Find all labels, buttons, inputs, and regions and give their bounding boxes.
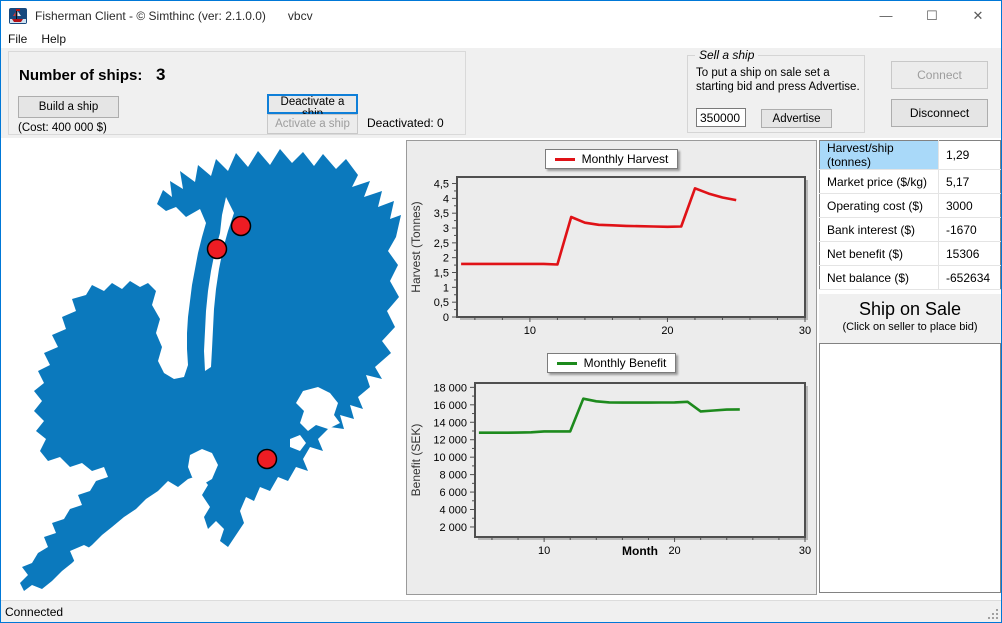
harvest-chart-block: Monthly Harvest 10 20 30 0 0,5 1 1,5 2 2,5 3 3,5 4 4…	[407, 149, 816, 339]
main-area: Monthly Harvest 10 20 30 0 0,5 1 1,5 2 2,5 3 3,5 4 4…	[1, 138, 1001, 600]
stats-table: Harvest/ship (tonnes) 1,29 Market price …	[819, 140, 1001, 290]
svg-text:1,5: 1,5	[434, 268, 449, 280]
deactivated-count-label: Deactivated: 0	[367, 116, 444, 130]
svg-text:10: 10	[524, 325, 536, 337]
ship-on-sale-header: Ship on Sale (Click on seller to place b…	[819, 294, 1001, 343]
chart-panel: Monthly Harvest 10 20 30 0 0,5 1 1,5 2 2,5 3 3,5 4 4…	[406, 140, 817, 595]
benefit-legend-label: Monthly Benefit	[583, 356, 667, 370]
svg-text:0,5: 0,5	[434, 297, 449, 309]
sell-group-title: Sell a ship	[695, 48, 759, 62]
control-strip: Number of ships: 3 Build a ship (Cost: 4…	[1, 48, 1001, 138]
menu-bar: File Help	[1, 30, 1001, 48]
table-row[interactable]: Bank interest ($) -1670	[819, 217, 1001, 242]
benefit-chart-block: Monthly Benefit 10 20 30 2 000 4 000 6 000 8 0…	[407, 353, 816, 587]
island	[70, 545, 96, 565]
svg-text:30: 30	[799, 545, 811, 557]
benefit-chart: 10 20 30 2 000 4 000 6 000 8 000 10 000 12 000 14…	[409, 382, 811, 558]
harvest-legend-label: Monthly Harvest	[581, 152, 669, 166]
sell-instructions: To put a ship on sale set a starting bid…	[696, 66, 860, 94]
status-bar: Connected	[1, 600, 1001, 622]
svg-text:Month: Month	[622, 544, 658, 558]
window-title: Fisherman Client - © Simthinc (ver: 2.1.…	[35, 8, 266, 23]
svg-text:30: 30	[799, 325, 811, 337]
starting-bid-input[interactable]	[696, 108, 746, 127]
maximize-button[interactable]: ☐	[909, 1, 955, 30]
table-row[interactable]: Operating cost ($) 3000	[819, 193, 1001, 218]
svg-text:4,5: 4,5	[434, 179, 449, 191]
deactivate-ship-button[interactable]: Deactivate a ship	[267, 94, 358, 120]
ship-marker[interactable]	[206, 238, 228, 260]
minimize-button[interactable]: —	[863, 1, 909, 30]
svg-text:Harvest (Tonnes): Harvest (Tonnes)	[409, 201, 423, 292]
sell-instruction-line1: To put a ship on sale set a	[696, 67, 830, 79]
island	[188, 449, 218, 485]
harvest-legend-dash	[554, 157, 575, 161]
peninsula	[204, 197, 234, 371]
window-title-suffix: vbcv	[287, 8, 313, 23]
island	[296, 387, 340, 431]
table-row[interactable]: Harvest/ship (tonnes) 1,29	[819, 140, 1001, 170]
title-bar: Fisherman Client - © Simthinc (ver: 2.1.…	[1, 1, 1001, 30]
svg-text:8 000: 8 000	[439, 470, 467, 482]
build-cost-label: (Cost: 400 000 $)	[18, 122, 107, 134]
table-row[interactable]: Market price ($/kg) 5,17	[819, 169, 1001, 194]
connection-status: Connected	[5, 604, 64, 619]
sell-ship-group: Sell a ship To put a ship on sale set a …	[687, 48, 865, 133]
svg-text:16 000: 16 000	[433, 400, 467, 412]
svg-text:10 000: 10 000	[433, 452, 467, 464]
svg-text:2 000: 2 000	[439, 522, 467, 534]
number-of-ships-value: 3	[156, 65, 166, 84]
connect-button[interactable]: Connect	[891, 61, 988, 89]
lake-map-panel	[9, 140, 404, 598]
ship-on-sale-list[interactable]	[819, 343, 1001, 593]
svg-text:4 000: 4 000	[439, 505, 467, 517]
svg-text:20: 20	[661, 325, 673, 337]
ship-on-sale-subtitle: (Click on seller to place bid)	[842, 321, 978, 333]
sell-instruction-line2: starting bid and press Advertise.	[696, 81, 860, 93]
svg-text:20: 20	[668, 545, 680, 557]
svg-text:6 000: 6 000	[439, 487, 467, 499]
lake-map	[20, 149, 401, 591]
harvest-chart: 10 20 30 0 0,5 1 1,5 2 2,5 3 3,5 4 4,5 Harvest (Tonne…	[409, 176, 811, 337]
menu-file[interactable]: File	[8, 32, 28, 46]
svg-text:2: 2	[443, 253, 449, 265]
table-row[interactable]: Net balance ($) -652634	[819, 265, 1001, 290]
table-row[interactable]: Net benefit ($) 15306	[819, 241, 1001, 266]
svg-text:18 000: 18 000	[433, 382, 467, 394]
svg-text:1: 1	[443, 282, 449, 294]
svg-text:3: 3	[443, 223, 449, 235]
ship-markers	[206, 215, 278, 470]
ship-marker[interactable]	[230, 215, 252, 237]
advertise-button[interactable]: Advertise	[761, 109, 832, 128]
resize-grip-icon[interactable]	[987, 608, 1000, 621]
number-of-ships-label: Number of ships:	[19, 67, 143, 84]
svg-text:12 000: 12 000	[433, 435, 467, 447]
disconnect-button[interactable]: Disconnect	[891, 99, 988, 127]
svg-text:10: 10	[538, 545, 550, 557]
svg-text:14 000: 14 000	[433, 417, 467, 429]
svg-text:2,5: 2,5	[434, 238, 449, 250]
benefit-legend-dash	[556, 361, 577, 365]
build-ship-button[interactable]: Build a ship	[18, 96, 119, 118]
benefit-legend: Monthly Benefit	[546, 353, 677, 373]
right-panel: Harvest/ship (tonnes) 1,29 Market price …	[819, 140, 1001, 598]
ship-marker[interactable]	[256, 448, 278, 470]
svg-text:0: 0	[443, 312, 449, 324]
lake-shape	[20, 149, 401, 591]
svg-text:Benefit (SEK): Benefit (SEK)	[409, 424, 423, 497]
menu-help[interactable]: Help	[41, 32, 67, 46]
app-icon	[9, 7, 27, 24]
harvest-legend: Monthly Harvest	[544, 149, 679, 169]
ships-group: Number of ships: 3 Build a ship (Cost: 4…	[8, 51, 466, 135]
activate-ship-button[interactable]: Activate a ship	[267, 114, 358, 134]
svg-text:3,5: 3,5	[434, 208, 449, 220]
island	[290, 435, 306, 451]
ship-on-sale-title: Ship on Sale	[858, 299, 962, 319]
svg-text:4: 4	[443, 193, 449, 205]
close-button[interactable]: ✕	[955, 1, 1001, 30]
